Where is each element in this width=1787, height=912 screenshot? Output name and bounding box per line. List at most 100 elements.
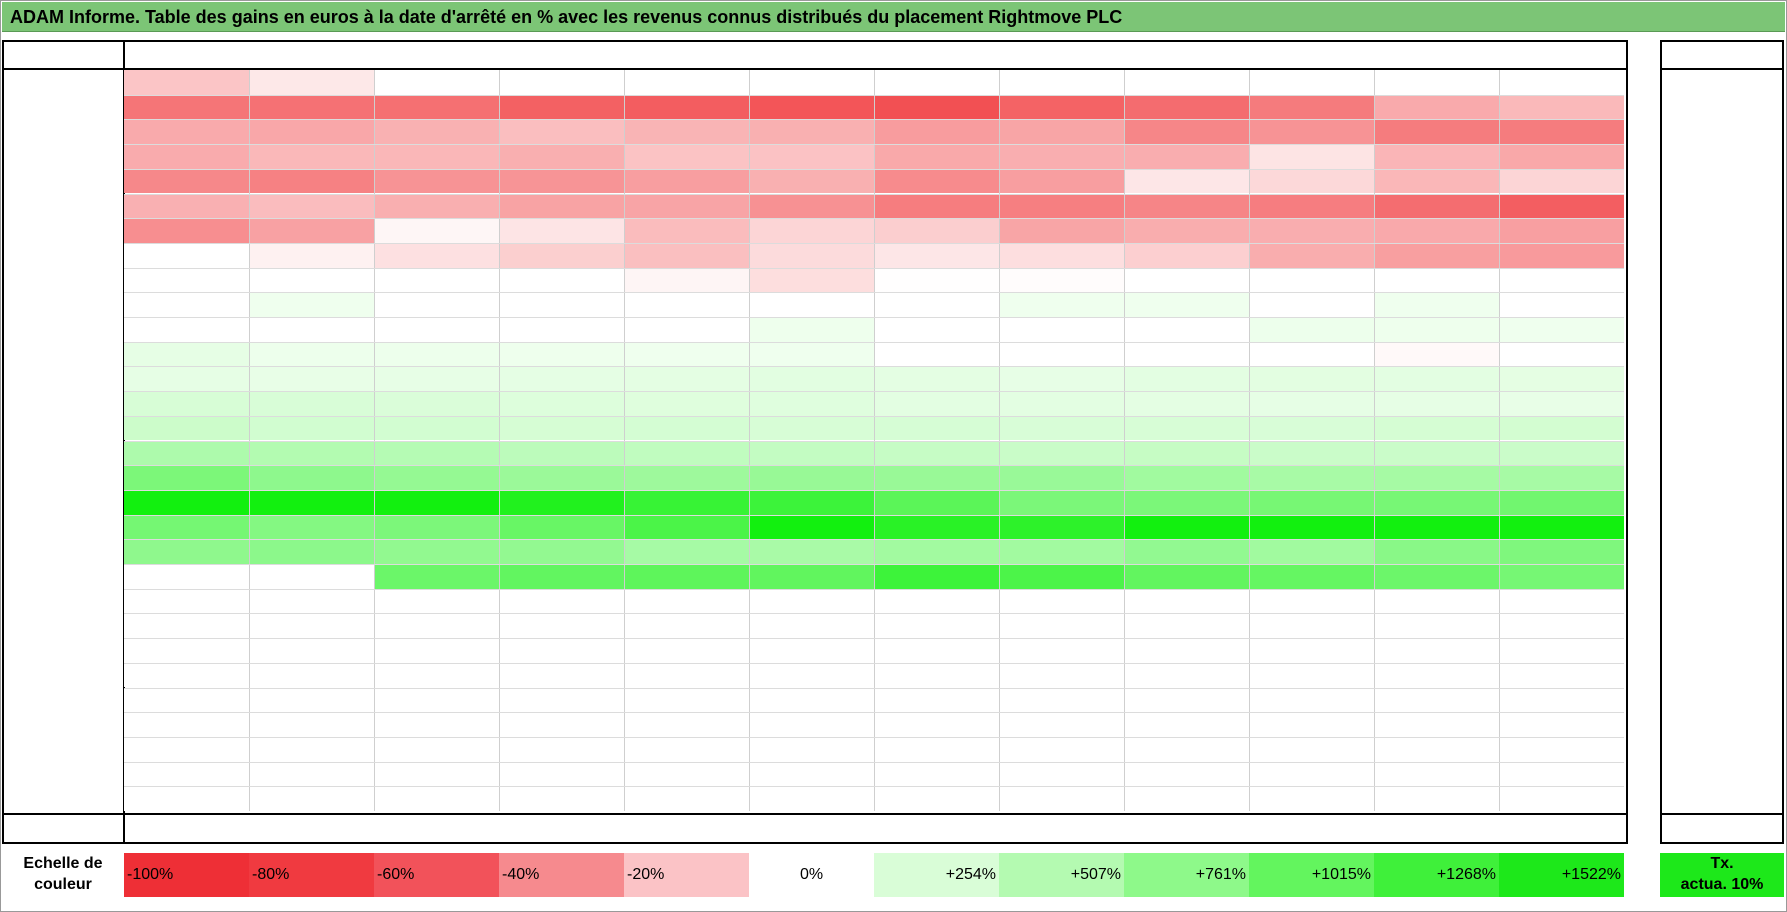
row-actuarial-rate	[1660, 786, 1784, 811]
table-cell	[249, 242, 374, 268]
table-cell	[624, 415, 749, 441]
table-cell	[1374, 366, 1499, 392]
table-cell	[249, 218, 374, 243]
table-cell	[124, 70, 249, 95]
table-cell	[1374, 564, 1499, 589]
row-actuarial-rate	[1660, 737, 1784, 762]
footer-rate	[499, 815, 624, 843]
footer-rate	[124, 815, 249, 843]
title-bar: ADAM Informe. Table des gains en euros à…	[2, 2, 1785, 32]
table-cell	[374, 144, 499, 169]
row-year	[2, 465, 124, 490]
row-actuarial-rate	[1660, 539, 1784, 564]
table-cell	[624, 317, 749, 342]
footer-rate	[1124, 815, 1249, 843]
footer-rate	[874, 815, 999, 843]
footer-rate	[624, 815, 749, 843]
grid-line	[124, 489, 1624, 491]
table-cell	[124, 317, 249, 342]
table-cell	[624, 465, 749, 490]
table-cell	[624, 489, 749, 515]
table-cell	[249, 564, 374, 589]
table-cell	[1249, 638, 1374, 663]
table-cell	[624, 588, 749, 614]
table-cell	[624, 564, 749, 589]
table-cell	[1124, 489, 1249, 515]
table-cell	[749, 786, 874, 811]
row-year	[2, 144, 124, 169]
row-actuarial-rate	[1660, 218, 1784, 243]
table-cell	[624, 168, 749, 194]
month-header-11	[1499, 42, 1624, 68]
table-cell	[874, 786, 999, 811]
grid-line	[124, 736, 1624, 738]
table-cell	[999, 366, 1124, 392]
table-cell	[874, 341, 999, 367]
row-year	[2, 391, 124, 416]
table-cell	[374, 539, 499, 564]
table-cell	[1499, 415, 1624, 441]
table-cell	[249, 168, 374, 194]
row-actuarial-rate	[1660, 762, 1784, 787]
table-cell	[1249, 415, 1374, 441]
table-cell	[374, 687, 499, 713]
table-cell	[874, 267, 999, 293]
table-cell	[499, 761, 624, 787]
table-cell	[124, 662, 249, 688]
grid-line	[124, 366, 1624, 368]
row-actuarial-rate	[1660, 564, 1784, 589]
table-cell	[1124, 119, 1249, 145]
table-cell	[374, 465, 499, 490]
table-cell	[1124, 539, 1249, 564]
table-cell	[374, 489, 499, 515]
table-cell	[749, 341, 874, 367]
table-cell	[749, 218, 874, 243]
header-divider	[2, 68, 1628, 70]
table-cell	[749, 761, 874, 787]
table-cell	[874, 292, 999, 317]
table-cell	[374, 564, 499, 589]
table-cell	[374, 588, 499, 614]
table-cell	[124, 514, 249, 540]
table-cell	[749, 539, 874, 564]
table-cell	[874, 736, 999, 762]
row-actuarial-rate	[1660, 119, 1784, 144]
table-cell	[999, 168, 1124, 194]
table-cell	[1124, 242, 1249, 268]
table-cell	[374, 662, 499, 688]
legend-tx-line2: actua. 10%	[1680, 876, 1764, 893]
table-cell	[1249, 613, 1374, 639]
table-cell	[1249, 712, 1374, 737]
table-cell	[1499, 144, 1624, 169]
row-year	[2, 786, 124, 811]
table-cell	[999, 613, 1124, 639]
table-cell	[1374, 242, 1499, 268]
table-cell	[1249, 391, 1374, 416]
table-cell	[1249, 761, 1374, 787]
legend-swatch: -60%	[374, 853, 499, 897]
table-cell	[1499, 366, 1624, 392]
row-year	[2, 638, 124, 663]
table-cell	[249, 514, 374, 540]
table-cell	[874, 662, 999, 688]
row-year	[2, 564, 124, 589]
table-cell	[1124, 687, 1249, 713]
table-cell	[374, 514, 499, 540]
table-cell	[999, 564, 1124, 589]
actuarial-footer-divider	[1660, 813, 1784, 815]
table-cell	[249, 70, 374, 95]
table-cell	[1499, 94, 1624, 120]
table-cell	[749, 70, 874, 95]
grid-line	[124, 440, 1624, 442]
grid-line	[124, 786, 1624, 788]
table-cell	[249, 465, 374, 490]
table-cell	[1374, 662, 1499, 688]
table-cell	[124, 341, 249, 367]
table-cell	[499, 588, 624, 614]
table-cell	[124, 465, 249, 490]
grid-line	[124, 761, 1624, 763]
table-cell	[249, 366, 374, 392]
table-cell	[1499, 613, 1624, 639]
table-cell	[1249, 267, 1374, 293]
actuarial-header	[1660, 42, 1784, 68]
